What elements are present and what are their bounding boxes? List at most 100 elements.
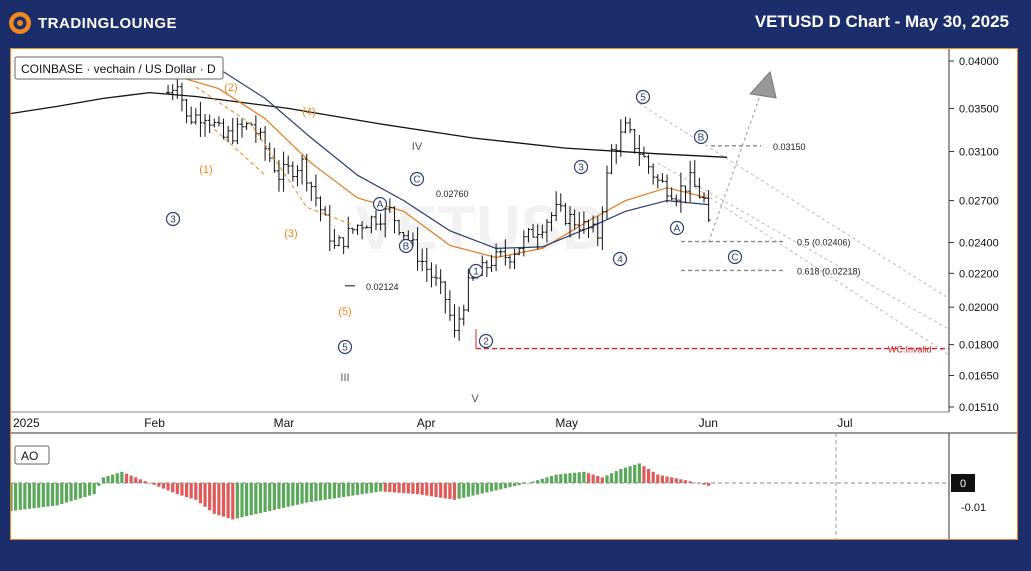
- ao-bar: [406, 483, 410, 494]
- ao-bar: [318, 483, 323, 501]
- wave-label-text: A: [674, 224, 681, 235]
- ao-legend-box[interactable]: [14, 445, 50, 465]
- ao-bar: [573, 472, 577, 483]
- ao-bar: [300, 483, 304, 504]
- price-tick-label: 0.03100: [959, 147, 999, 159]
- symbol-legend-box[interactable]: [14, 56, 224, 80]
- wave-label-text: A: [377, 200, 384, 211]
- wave-label-text: B: [403, 242, 410, 253]
- price-tick-label: 0.02000: [959, 302, 999, 314]
- ao-bar: [124, 473, 129, 483]
- wave-label-3-circled: 3: [573, 159, 589, 175]
- ao-bar: [180, 483, 184, 496]
- wave-label-text: 2: [483, 337, 489, 348]
- ao-bar: [23, 483, 27, 510]
- ao-bar: [582, 471, 586, 483]
- wave-label-text: (1): [199, 164, 212, 176]
- ao-bar: [379, 483, 383, 492]
- price-tick-label: 0.03500: [959, 103, 999, 115]
- annotation-0-03150-label: 0.03150: [773, 142, 806, 152]
- ao-bar: [18, 483, 22, 510]
- ao-bar: [254, 483, 258, 515]
- ao-bar: [37, 483, 41, 508]
- ao-bar: [83, 483, 87, 497]
- wave-label-circle: [635, 89, 651, 105]
- wave-label-text: B: [698, 133, 705, 144]
- wave-label-circle: [573, 159, 589, 175]
- ao-bar: [434, 483, 438, 497]
- ao-bar: [194, 483, 198, 500]
- wave-label-text: (4): [302, 106, 315, 118]
- ao-bar: [305, 483, 309, 503]
- ao-bar: [642, 466, 646, 483]
- time-tick-label: 2025: [13, 416, 40, 430]
- chart-frame[interactable]: VETUSD 0.02760 0.02124 0.03150 0.5 (0.02406…: [10, 48, 1018, 540]
- ao-bar: [439, 483, 443, 498]
- ao-bar: [360, 483, 364, 495]
- ao-bar: [610, 473, 614, 483]
- ao-bar: [295, 483, 300, 505]
- ao-bar: [263, 483, 267, 513]
- wave-label-4-parenthesized: (4): [302, 106, 315, 118]
- wave-label-3-parenthesized: (3): [284, 228, 297, 240]
- price-tick-label: 0.02400: [959, 237, 999, 249]
- chart-canvas[interactable]: VETUSD 0.02760 0.02124 0.03150 0.5 (0.02406…: [11, 49, 1017, 539]
- wave-label-text: 4: [617, 255, 623, 266]
- ao-bar: [697, 483, 701, 484]
- ao-bar: [101, 477, 105, 483]
- ao-bar: [41, 483, 45, 508]
- wave-label-4-circled: 4: [612, 251, 628, 267]
- channel-middle-line: [657, 162, 950, 330]
- time-axis[interactable]: 2025 Feb Mar Apr May Jun Jul: [13, 416, 853, 430]
- ao-bar: [106, 476, 110, 483]
- wave-label-V-roman: V: [471, 393, 479, 405]
- ao-bar: [369, 483, 373, 493]
- wave-label-III-roman: III: [340, 372, 349, 384]
- wave-paths: [195, 70, 777, 243]
- wave-label-text: 1: [473, 267, 479, 278]
- ao-bar: [392, 483, 397, 493]
- channel-lower-line: [694, 187, 950, 356]
- ao-bar: [415, 483, 420, 495]
- ao-bar: [485, 483, 489, 493]
- wave-label-circle: [693, 129, 709, 145]
- ao-bar: [637, 463, 641, 483]
- ao-bar: [670, 477, 674, 483]
- ao-bar: [346, 483, 350, 497]
- wave-label-C-circled-extra: C: [409, 171, 425, 187]
- ao-bar: [272, 483, 276, 510]
- ao-bar: [646, 469, 651, 483]
- ao-bar: [702, 483, 706, 485]
- ao-bar: [355, 483, 360, 495]
- symbol-legend-text: COINBASE · vechain / US Dollar · D: [21, 62, 216, 76]
- ao-bar: [161, 483, 166, 489]
- ao-bar: [249, 483, 253, 516]
- ao-bar: [476, 483, 480, 495]
- ao-bar: [600, 477, 604, 483]
- wave-label-circle: [612, 251, 628, 267]
- wave-label-text: 5: [342, 343, 348, 354]
- wave-label-text: (3): [284, 228, 297, 240]
- ao-bar: [503, 483, 507, 489]
- brand-mark-icon: [9, 12, 31, 34]
- wave-label-text: C: [413, 175, 420, 186]
- ao-bar: [462, 483, 466, 498]
- price-axis[interactable]: 0.04000 0.03500 0.03100 0.02700 0.02400 0.022…: [949, 56, 999, 414]
- ao-bar: [69, 483, 73, 502]
- ao-bar: [235, 483, 239, 519]
- wave-label-text: V: [471, 393, 479, 405]
- ao-bar: [651, 471, 655, 483]
- ao-bar: [166, 483, 170, 491]
- ao-bar: [277, 483, 281, 509]
- ao-axis[interactable]: 0 -0.01: [951, 474, 986, 514]
- ao-bar: [231, 483, 235, 520]
- ao-bar: [420, 483, 424, 495]
- wave-labels: 1 2 3 4 5 A B C (1) (2) (3) (4) (5) III IV V 3 5 B A C: [165, 82, 743, 405]
- channel-upper-line: [639, 102, 950, 299]
- ao-bar: [466, 483, 470, 497]
- ao-bar: [508, 483, 512, 488]
- wave-label-A-circled: A: [669, 220, 685, 236]
- price-annotations: 0.02760 0.02124 0.03150 0.5 (0.02406) 0.618 …: [345, 142, 949, 355]
- ao-bar: [693, 482, 697, 483]
- price-tick-label: 0.01510: [959, 402, 999, 414]
